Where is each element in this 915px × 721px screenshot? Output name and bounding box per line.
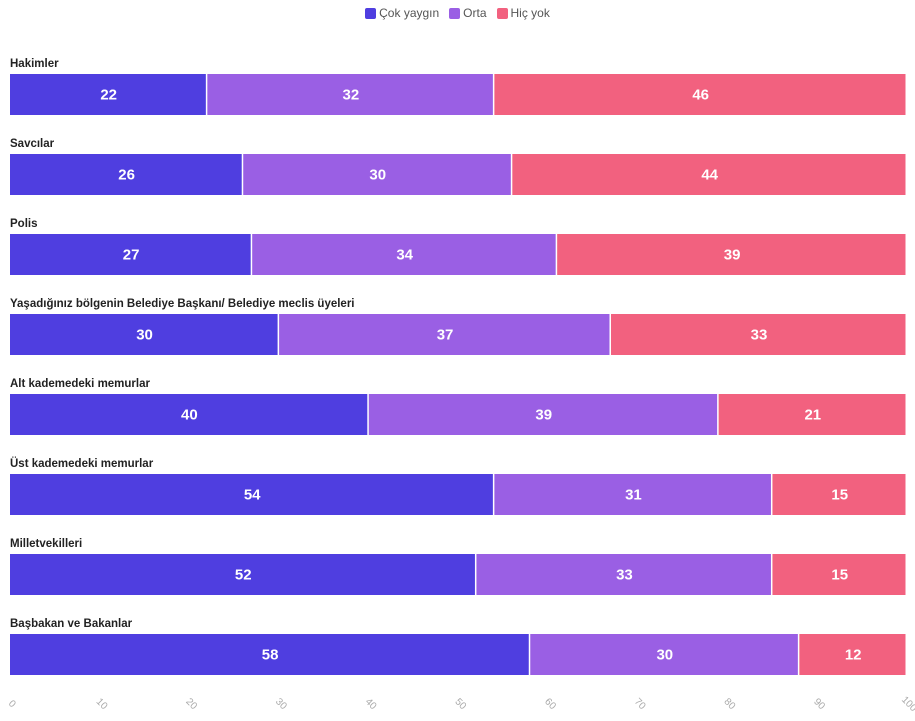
- bar-segment[interactable]: [512, 154, 906, 195]
- bar-segment[interactable]: [10, 474, 493, 515]
- bar-segment[interactable]: [10, 154, 242, 195]
- bar-segment[interactable]: [243, 154, 511, 195]
- data-label: 22: [100, 87, 117, 104]
- x-tick-label: 90: [811, 696, 827, 712]
- data-label: 33: [751, 327, 768, 344]
- bar-segment[interactable]: [772, 554, 906, 595]
- data-label: 12: [845, 647, 862, 664]
- data-label: 15: [831, 567, 848, 584]
- bar-segment[interactable]: [10, 314, 278, 355]
- bar-segment[interactable]: [279, 314, 610, 355]
- category-label: Hakimler: [10, 58, 59, 70]
- x-tick-label: 50: [452, 696, 468, 712]
- x-tick-label: 30: [273, 696, 289, 712]
- data-label: 34: [396, 247, 413, 264]
- data-label: 58: [262, 647, 279, 664]
- bar-segment[interactable]: [10, 554, 475, 595]
- legend-swatch: [496, 7, 508, 19]
- data-label: 40: [181, 407, 198, 424]
- bar-segment[interactable]: [207, 74, 493, 115]
- legend-swatch: [449, 7, 461, 19]
- bar-segment[interactable]: [557, 234, 906, 275]
- bar-segment[interactable]: [718, 394, 906, 435]
- data-label: 39: [535, 407, 552, 424]
- legend-label: Orta: [463, 6, 487, 20]
- data-label: 26: [118, 167, 135, 184]
- data-label: 54: [244, 487, 261, 504]
- category-label: Savcılar: [10, 138, 55, 150]
- bar-segment[interactable]: [252, 234, 556, 275]
- data-label: 15: [831, 487, 848, 504]
- legend-swatch: [365, 7, 377, 19]
- data-label: 32: [343, 87, 360, 104]
- bar-segment[interactable]: [494, 74, 906, 115]
- x-tick-label: 60: [542, 696, 558, 712]
- data-label: 39: [724, 247, 741, 264]
- category-label: Polis: [10, 218, 37, 230]
- bar-segment[interactable]: [772, 474, 906, 515]
- data-label: 44: [701, 167, 718, 184]
- legend-item[interactable]: Orta: [449, 6, 487, 20]
- x-tick-label: 0: [6, 698, 18, 710]
- data-label: 33: [616, 567, 633, 584]
- category-label: Yaşadığınız bölgenin Belediye Başkanı/ B…: [10, 298, 355, 310]
- data-label: 30: [136, 327, 153, 344]
- bar-segment[interactable]: [10, 74, 206, 115]
- data-label: 27: [123, 247, 140, 264]
- data-label: 21: [804, 407, 821, 424]
- x-tick-label: 80: [722, 696, 738, 712]
- legend: Çok yaygın Orta Hiç yok: [0, 6, 915, 20]
- bar-segment[interactable]: [799, 634, 906, 675]
- x-tick-label: 40: [363, 696, 379, 712]
- x-tick-label: 100: [899, 694, 915, 714]
- category-label: Alt kademedeki memurlar: [10, 378, 151, 390]
- category-label: Milletvekilleri: [10, 538, 82, 550]
- data-label: 30: [369, 167, 386, 184]
- x-tick-label: 20: [183, 696, 199, 712]
- bar-segment[interactable]: [10, 634, 529, 675]
- data-label: 30: [656, 647, 673, 664]
- legend-label: Hiç yok: [510, 6, 550, 20]
- data-label: 46: [692, 87, 709, 104]
- x-tick-label: 10: [94, 696, 110, 712]
- data-label: 31: [625, 487, 642, 504]
- bar-segment[interactable]: [10, 394, 368, 435]
- x-tick-label: 70: [632, 696, 648, 712]
- bar-segment[interactable]: [530, 634, 798, 675]
- category-label: Üst kademedeki memurlar: [10, 457, 154, 470]
- bar-segment[interactable]: [10, 234, 251, 275]
- bar-segment[interactable]: [610, 314, 906, 355]
- data-label: 52: [235, 567, 252, 584]
- legend-item[interactable]: Hiç yok: [496, 6, 550, 20]
- bar-segment[interactable]: [494, 474, 771, 515]
- legend-label: Çok yaygın: [379, 6, 440, 20]
- bar-segment[interactable]: [476, 554, 771, 595]
- category-label: Başbakan ve Bakanlar: [10, 618, 133, 630]
- data-label: 37: [437, 327, 454, 344]
- bar-segment[interactable]: [368, 394, 718, 435]
- legend-item[interactable]: Çok yaygın: [365, 6, 439, 20]
